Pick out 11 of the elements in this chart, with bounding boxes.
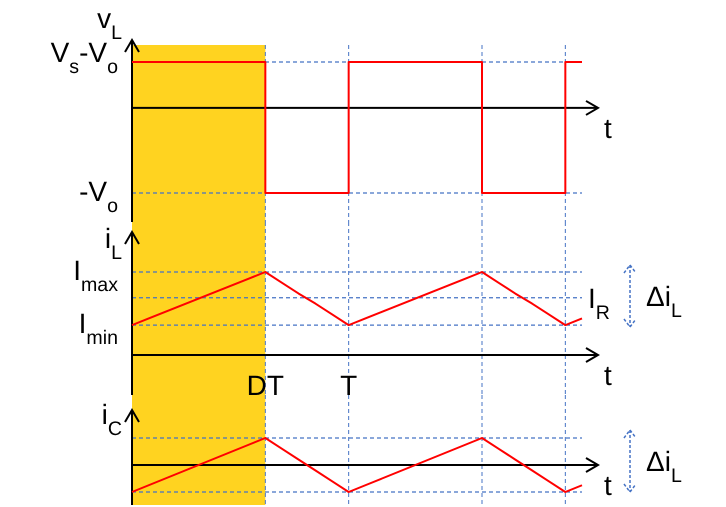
y-axis-title: v$_{L}$ <box>97 3 122 44</box>
ref-line-label: -V$_{o}$ <box>79 176 118 217</box>
x-axis-title: t <box>604 360 612 391</box>
x-axis-title: t <box>604 470 612 501</box>
y-axis-title: i$_{C}$ <box>102 399 122 440</box>
ref-line-label: I$_{min}$ <box>78 308 118 350</box>
text: I$_{R}$ <box>588 283 610 324</box>
x-tick-label: T <box>340 370 358 401</box>
text: Δi$_{L}$ <box>646 446 682 487</box>
text: Δi$_{L}$ <box>646 281 682 322</box>
x-axis-title: t <box>604 112 612 144</box>
